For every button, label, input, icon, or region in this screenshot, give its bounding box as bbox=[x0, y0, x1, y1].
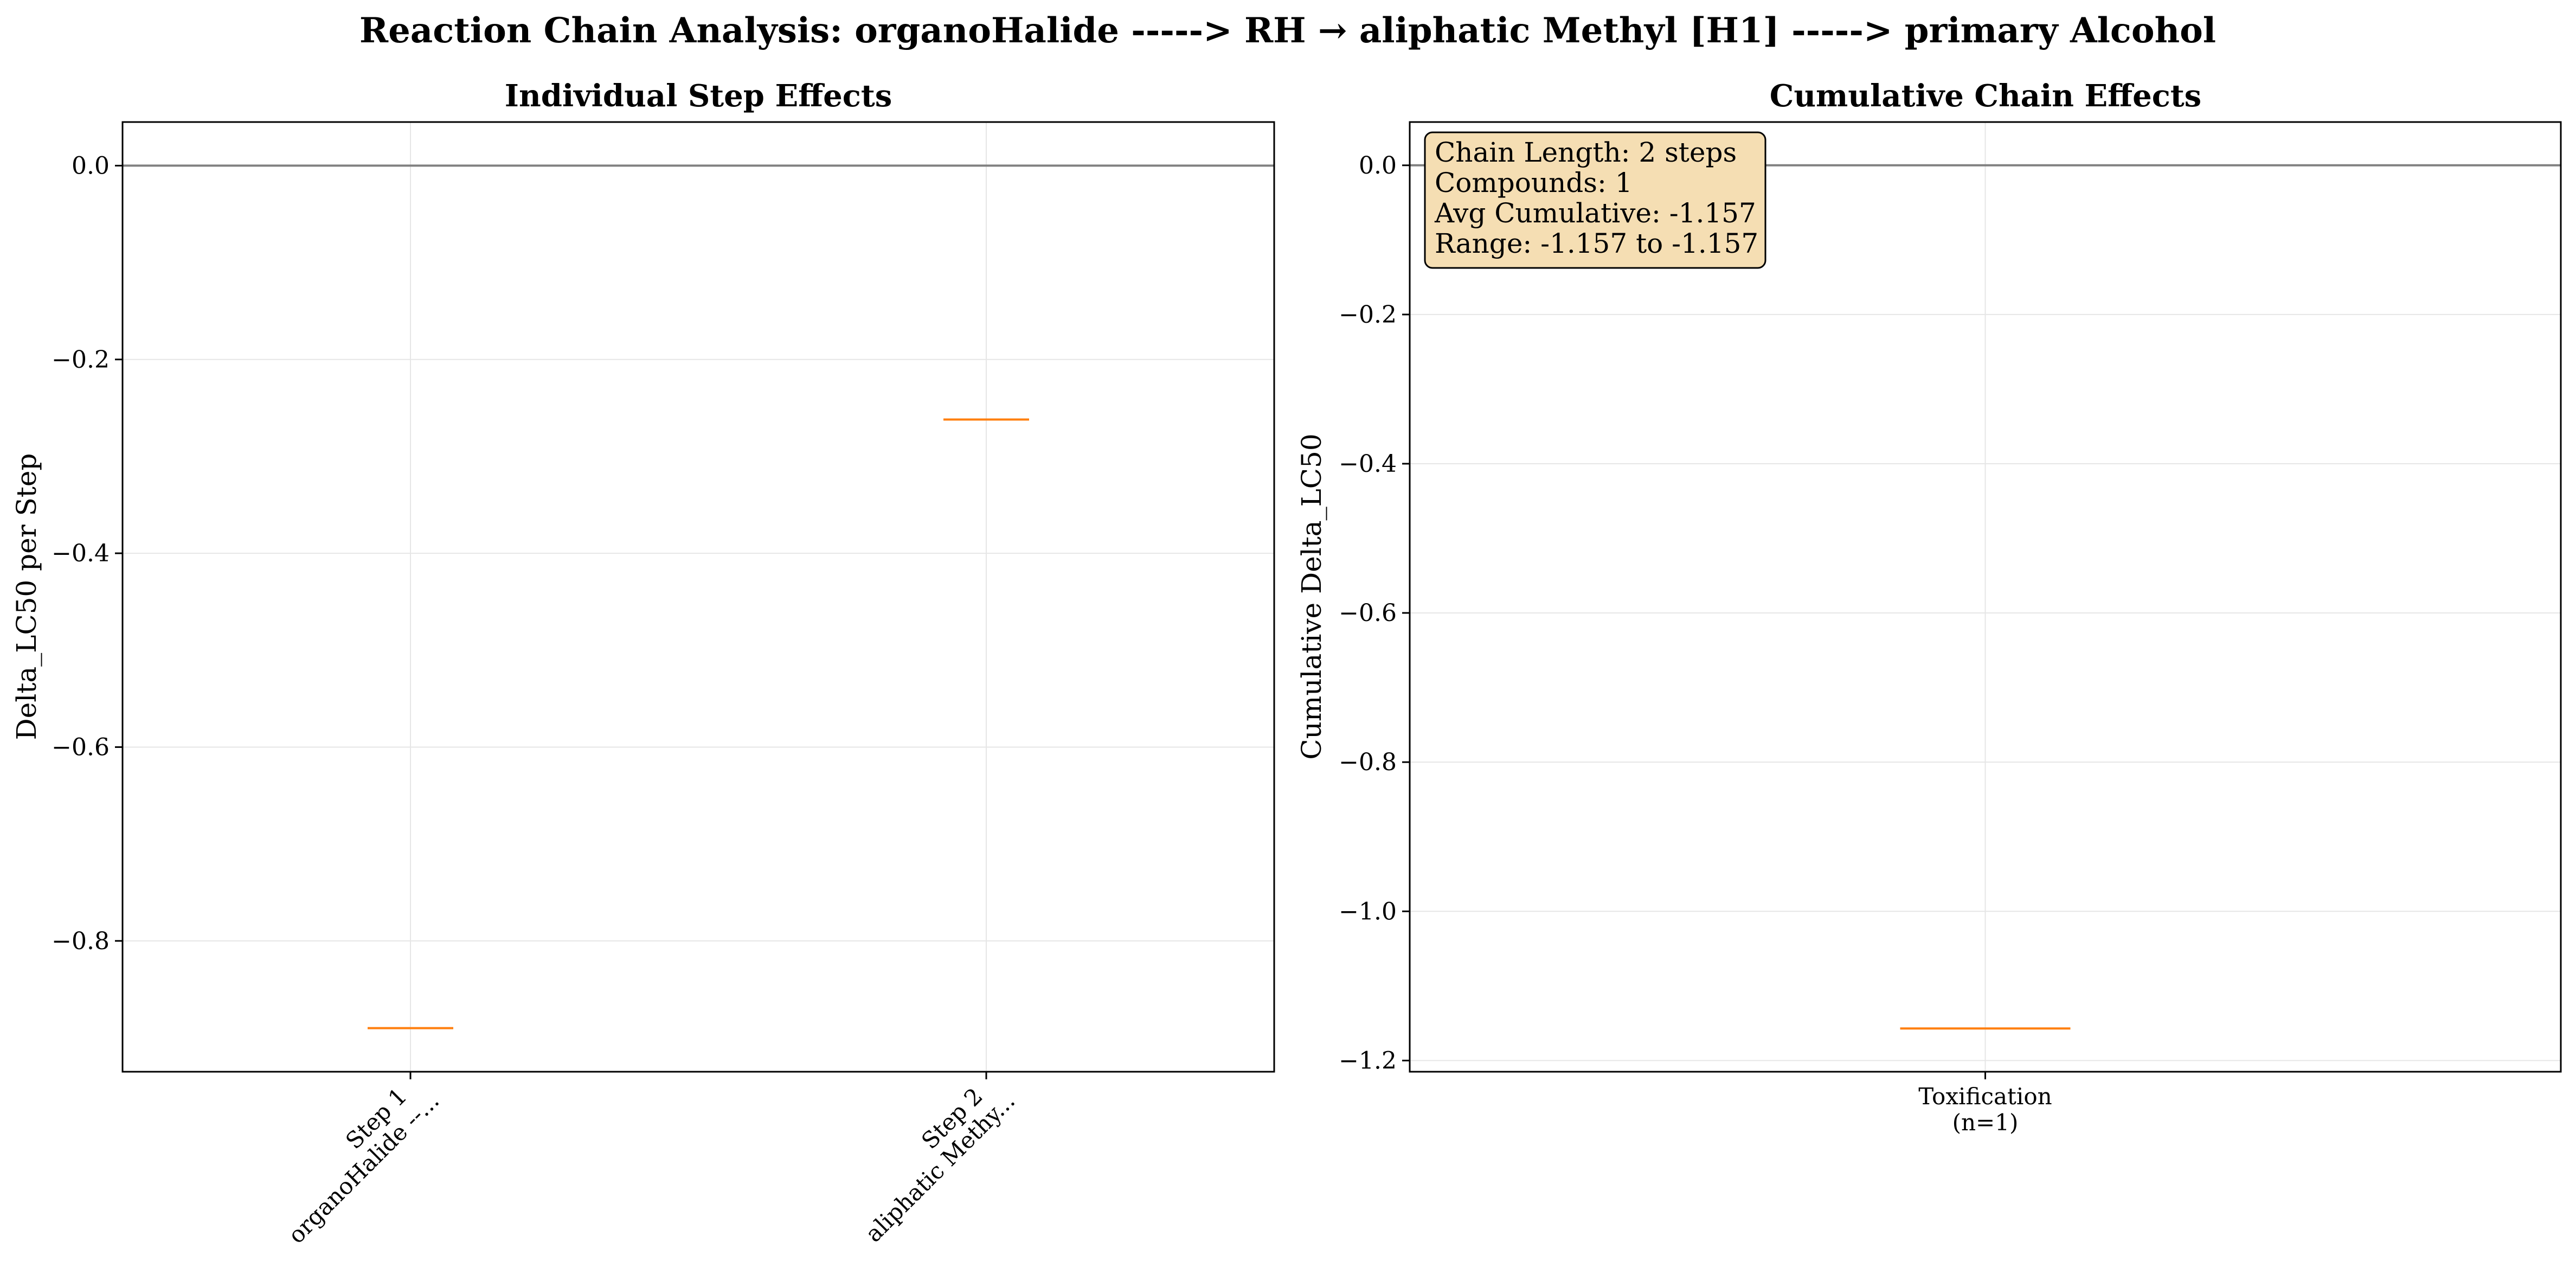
step-effects-y-tick-label: −0.6 bbox=[52, 733, 110, 761]
cumulative-effects-y-tick-label: −1.0 bbox=[1339, 898, 1397, 925]
step-effects-y-tick-label: −0.2 bbox=[52, 346, 110, 374]
annotation-chain-length: Chain Length: 2 steps bbox=[1435, 137, 1737, 168]
step-effects-x-tick-label-line2: organoHalide --... bbox=[283, 1087, 444, 1249]
summary-annotation: Chain Length: 2 steps Compounds: 1 Avg C… bbox=[1424, 131, 1766, 269]
step-effects-y-tick-label: −0.8 bbox=[52, 927, 110, 955]
annotation-range: Range: -1.157 to -1.157 bbox=[1435, 228, 1758, 259]
step-effects-title: Individual Step Effects bbox=[505, 78, 892, 114]
cumulative-effects-x-ticks: Toxification(n=1) bbox=[1918, 1072, 2052, 1136]
step-effects-y-label: Delta_LC50 per Step bbox=[11, 453, 42, 740]
cumulative-effects-y-tick-label: −0.2 bbox=[1339, 301, 1397, 329]
cumulative-effects-y-tick-label: 0.0 bbox=[1359, 152, 1397, 180]
step-effects-y-tick-label: 0.0 bbox=[72, 152, 110, 180]
cumulative-effects-y-label: Cumulative Delta_LC50 bbox=[1296, 433, 1327, 759]
annotation-compounds: Compounds: 1 bbox=[1435, 167, 1633, 199]
summary-annotation-box bbox=[1424, 131, 1766, 269]
cumulative-effects-title: Cumulative Chain Effects bbox=[1770, 78, 2201, 114]
cumulative-effects-panel: Cumulative Chain Effects 0.0 −0.2 −0.4 −0.6… bbox=[1296, 78, 2562, 1136]
step-effects-y-tick-label: −0.4 bbox=[52, 540, 110, 567]
annotation-avg-cumulative: Avg Cumulative: -1.157 bbox=[1434, 197, 1756, 229]
step-effects-y-ticks: 0.0 −0.2 −0.4 −0.6 −0.8 bbox=[52, 152, 123, 955]
step-effects-plot-frame bbox=[121, 121, 1275, 1073]
cumulative-effects-x-tick-label-line1: Toxification bbox=[1918, 1083, 2052, 1110]
cumulative-effects-y-tick-label: −0.8 bbox=[1339, 748, 1397, 776]
figure-title: Reaction Chain Analysis: organoHalide --… bbox=[359, 10, 2216, 51]
cumulative-effects-y-tick-label: −0.6 bbox=[1339, 599, 1397, 627]
step-effects-marks bbox=[368, 418, 1029, 1029]
cumulative-effects-y-tick-label: −0.4 bbox=[1339, 450, 1397, 478]
step-effects-grid bbox=[123, 122, 1274, 1072]
cumulative-effects-y-ticks: 0.0 −0.2 −0.4 −0.6 −0.8 −1.0 −1.2 bbox=[1339, 152, 1410, 1074]
cumulative-effects-x-tick-label-line2: (n=1) bbox=[1952, 1109, 2019, 1136]
step-effects-panel: Individual Step Effects 0.0 −0.2 −0.4 −0.6 −… bbox=[11, 78, 1275, 1249]
cumulative-effects-y-tick-label: −1.2 bbox=[1339, 1047, 1397, 1074]
